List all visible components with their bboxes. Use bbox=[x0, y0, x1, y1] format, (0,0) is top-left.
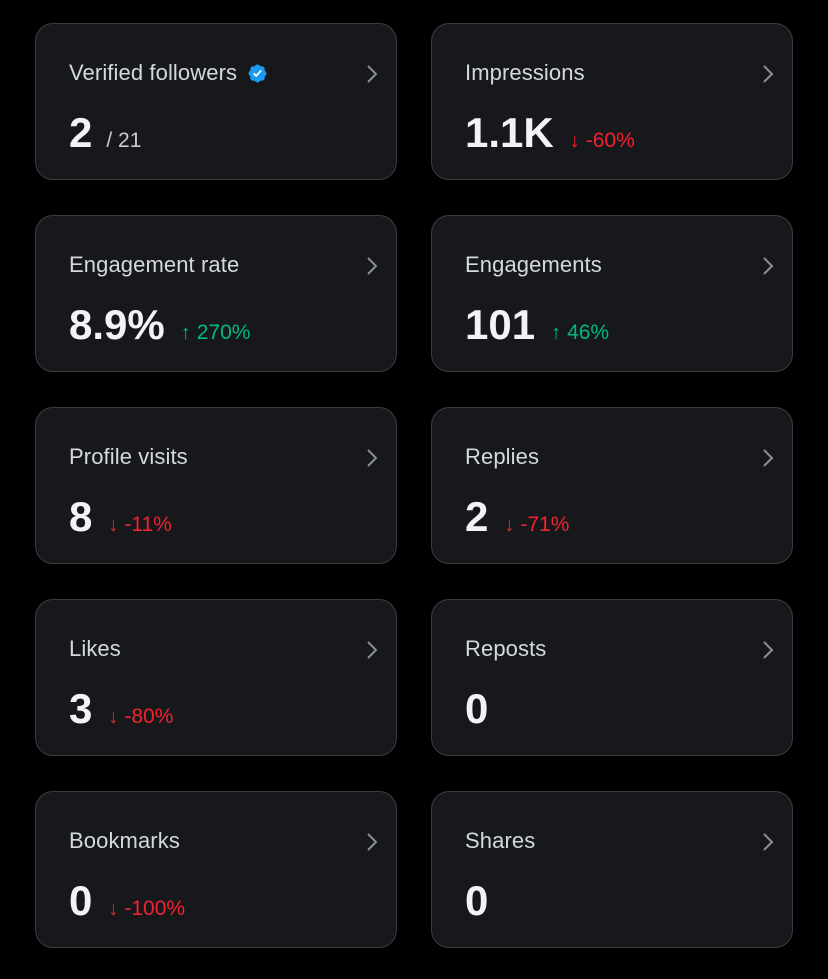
card-title-row: Shares bbox=[465, 828, 535, 854]
chevron-right-icon bbox=[763, 257, 774, 275]
chevron-right-icon bbox=[763, 833, 774, 851]
card-verified-followers[interactable]: Verified followers 2 / 21 bbox=[35, 23, 397, 180]
arrow-up-icon: ↑ bbox=[551, 322, 562, 344]
chevron-right-icon bbox=[763, 641, 774, 659]
chevron-right-icon bbox=[367, 833, 378, 851]
card-title-row: Impressions bbox=[465, 60, 585, 86]
card-bookmarks[interactable]: Bookmarks 0 ↓ -100% bbox=[35, 791, 397, 948]
card-title-row: Verified followers bbox=[69, 60, 268, 86]
chevron-right-icon bbox=[763, 65, 774, 83]
card-profile-visits[interactable]: Profile visits 8 ↓ -11% bbox=[35, 407, 397, 564]
card-replies[interactable]: Replies 2 ↓ -71% bbox=[431, 407, 793, 564]
card-total: / 21 bbox=[106, 129, 142, 152]
card-value-row: 8.9% ↑ 270% bbox=[69, 304, 250, 346]
card-delta-value: 46% bbox=[567, 321, 610, 344]
verified-badge-icon bbox=[248, 64, 267, 82]
card-value-row: 2 ↓ -71% bbox=[465, 496, 569, 538]
card-title: Shares bbox=[465, 828, 536, 853]
card-reposts[interactable]: Reposts 0 bbox=[431, 599, 793, 756]
arrow-down-icon: ↓ bbox=[569, 130, 580, 152]
chevron-right-icon bbox=[367, 65, 378, 83]
card-impressions[interactable]: Impressions 1.1K ↓ -60% bbox=[431, 23, 793, 180]
chevron-right-icon bbox=[367, 641, 378, 659]
card-delta: ↓ -71% bbox=[504, 513, 569, 537]
card-value: 0 bbox=[465, 685, 489, 732]
arrow-down-icon: ↓ bbox=[108, 898, 119, 920]
arrow-down-icon: ↓ bbox=[108, 706, 119, 728]
card-engagement-rate[interactable]: Engagement rate 8.9% ↑ 270% bbox=[35, 215, 397, 372]
card-value-row: 1.1K ↓ -60% bbox=[465, 112, 635, 154]
card-delta: ↓ -80% bbox=[108, 705, 173, 729]
card-title: Replies bbox=[465, 444, 540, 469]
card-title: Reposts bbox=[465, 636, 547, 661]
card-delta: ↑ 270% bbox=[181, 321, 251, 345]
card-delta: ↓ -100% bbox=[108, 897, 185, 921]
card-value-row: 101 ↑ 46% bbox=[465, 304, 609, 346]
card-value: 2 bbox=[69, 109, 93, 156]
card-value: 3 bbox=[69, 685, 93, 732]
card-engagements[interactable]: Engagements 101 ↑ 46% bbox=[431, 215, 793, 372]
card-value-row: 0 bbox=[465, 688, 488, 730]
card-value-row: 2 / 21 bbox=[69, 112, 141, 154]
card-shares[interactable]: Shares 0 bbox=[431, 791, 793, 948]
card-value: 101 bbox=[465, 301, 536, 348]
card-value-row: 0 bbox=[465, 880, 488, 922]
card-delta: ↑ 46% bbox=[551, 321, 609, 345]
card-value: 8 bbox=[69, 493, 93, 540]
arrow-up-icon: ↑ bbox=[180, 322, 191, 344]
card-delta: ↓ -60% bbox=[570, 129, 635, 153]
card-likes[interactable]: Likes 3 ↓ -80% bbox=[35, 599, 397, 756]
card-delta-value: 270% bbox=[196, 321, 251, 344]
card-title: Bookmarks bbox=[69, 828, 180, 853]
arrow-down-icon: ↓ bbox=[108, 514, 119, 536]
card-delta: ↓ -11% bbox=[108, 513, 171, 537]
card-title-row: Bookmarks bbox=[69, 828, 180, 854]
card-value: 8.9% bbox=[69, 301, 165, 348]
card-title: Engagements bbox=[465, 252, 602, 277]
card-value: 0 bbox=[465, 877, 489, 924]
card-title: Likes bbox=[69, 636, 121, 661]
card-title-row: Replies bbox=[465, 444, 539, 470]
card-delta-value: -11% bbox=[124, 513, 172, 536]
card-title-row: Profile visits bbox=[69, 444, 188, 470]
card-value-row: 0 ↓ -100% bbox=[69, 880, 185, 922]
chevron-right-icon bbox=[763, 449, 774, 467]
card-value-row: 8 ↓ -11% bbox=[69, 496, 172, 538]
card-value: 2 bbox=[465, 493, 489, 540]
arrow-down-icon: ↓ bbox=[504, 514, 515, 536]
card-title-row: Likes bbox=[69, 636, 121, 662]
card-title: Engagement rate bbox=[69, 252, 240, 277]
card-delta-value: -71% bbox=[520, 513, 570, 536]
card-delta-value: -80% bbox=[124, 705, 174, 728]
card-title: Profile visits bbox=[69, 444, 188, 469]
card-delta-value: -60% bbox=[585, 129, 635, 152]
card-delta-value: -100% bbox=[124, 897, 186, 920]
card-title: Verified followers bbox=[69, 60, 238, 85]
chevron-right-icon bbox=[367, 449, 378, 467]
card-title-row: Reposts bbox=[465, 636, 546, 662]
card-value: 0 bbox=[69, 877, 93, 924]
card-title-row: Engagements bbox=[465, 252, 602, 278]
card-title-row: Engagement rate bbox=[69, 252, 239, 278]
card-title: Impressions bbox=[465, 60, 585, 85]
chevron-right-icon bbox=[367, 257, 378, 275]
card-value-row: 3 ↓ -80% bbox=[69, 688, 173, 730]
card-value: 1.1K bbox=[465, 109, 554, 156]
